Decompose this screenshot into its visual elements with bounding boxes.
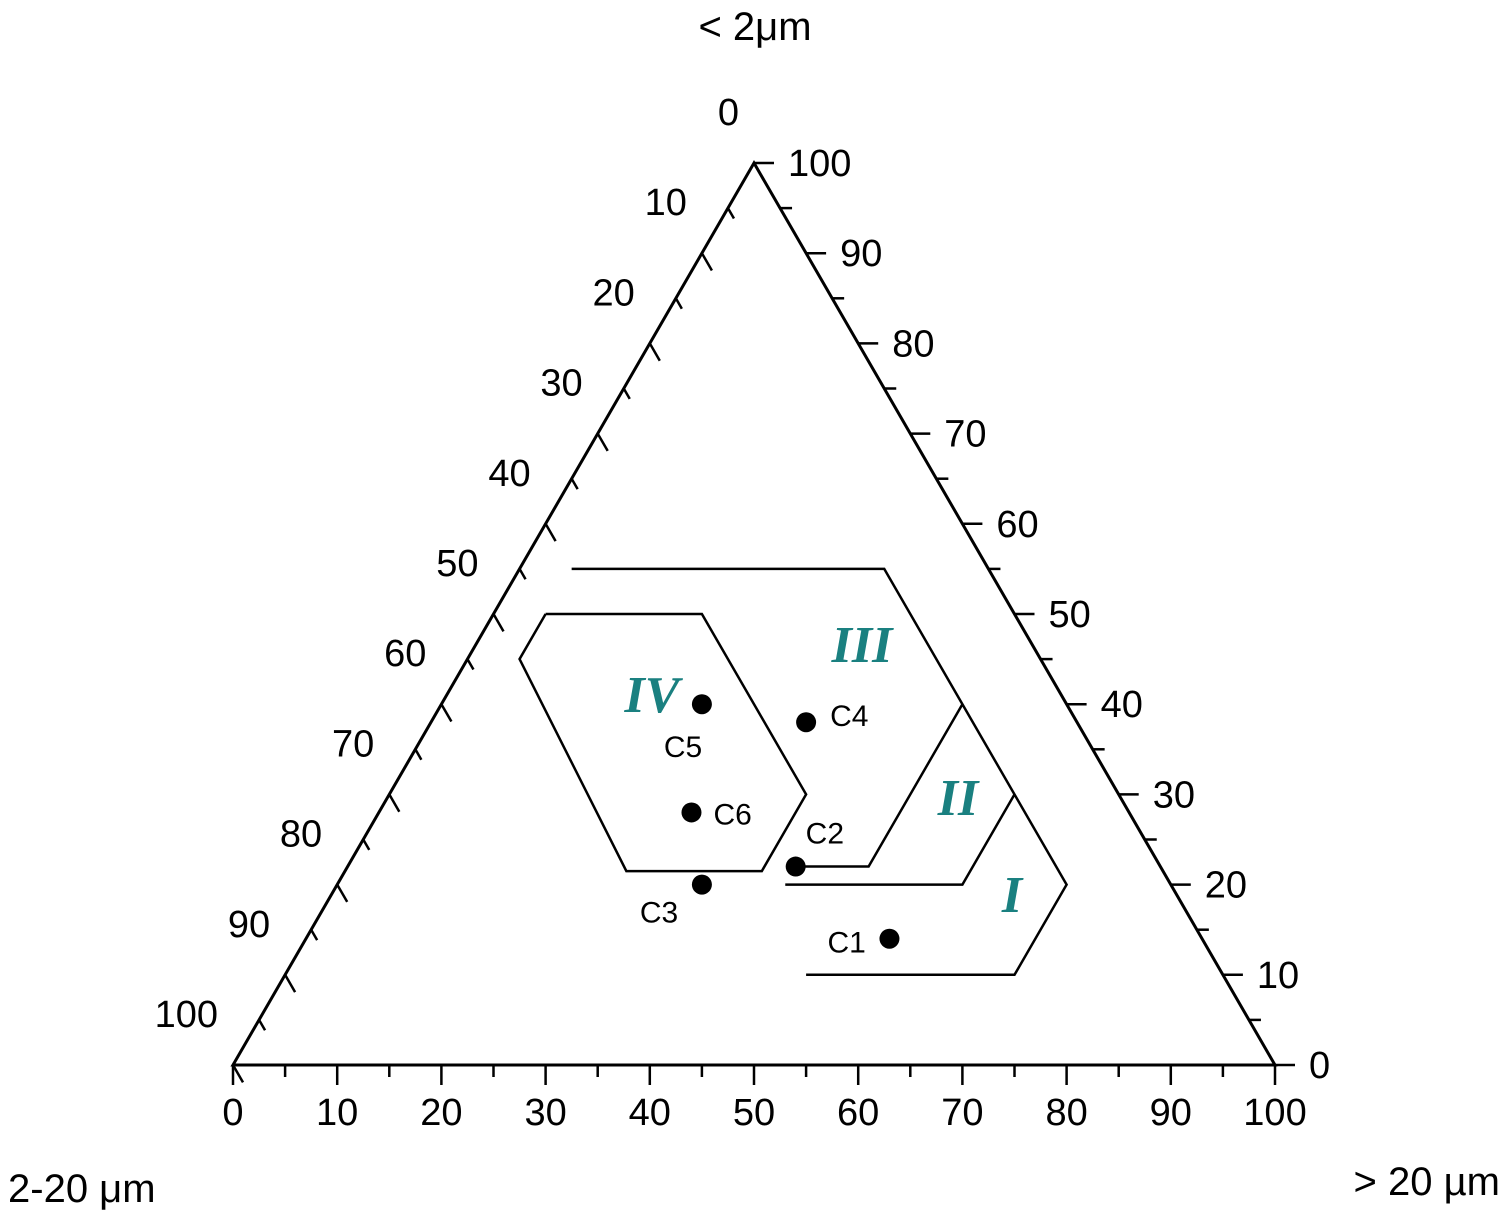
- right-tick-label: 10: [1257, 955, 1299, 997]
- left-tick: [492, 613, 505, 632]
- point-label-C1: C1: [827, 927, 865, 960]
- bottom-tick-label: 30: [524, 1092, 566, 1134]
- data-point-C6: [681, 802, 702, 823]
- region-boundary-IV: [518, 612, 808, 873]
- left-tick: [726, 207, 736, 220]
- left-tick-label: 90: [228, 904, 270, 946]
- region-label-I: I: [1001, 867, 1024, 924]
- left-tick-label: 50: [436, 543, 478, 585]
- right-tick-label: 30: [1153, 774, 1195, 816]
- right-tick-label: 100: [788, 143, 851, 185]
- left-tick-label: 70: [332, 723, 374, 765]
- region-label-II: II: [937, 770, 980, 827]
- left-tick-label: 60: [384, 633, 426, 675]
- left-tick-label: 0: [718, 92, 739, 134]
- left-tick: [362, 838, 371, 851]
- axis-title-right: > 20 µm: [1354, 1160, 1500, 1204]
- left-tick: [231, 1064, 245, 1083]
- left-tick: [257, 1019, 267, 1031]
- point-label-C6: C6: [713, 798, 751, 831]
- point-label-C2: C2: [806, 818, 844, 851]
- triangle-frame: [230, 160, 1278, 1067]
- data-point-C3: [691, 874, 712, 895]
- left-tick-label: 100: [155, 994, 218, 1036]
- left-tick: [648, 342, 661, 362]
- region-boundary-III: [571, 567, 1069, 977]
- point-label-C4: C4: [830, 700, 868, 733]
- point-label-C3: C3: [640, 897, 678, 930]
- bottom-tick-label: 60: [837, 1092, 879, 1134]
- right-tick-label: 20: [1205, 865, 1247, 907]
- bottom-tick-label: 50: [733, 1092, 775, 1134]
- axis-title-left: 2-20 μm: [8, 1167, 156, 1211]
- region-boundary-I: [785, 793, 1016, 886]
- right-tick-label: 60: [996, 504, 1038, 546]
- bottom-tick-label: 40: [629, 1092, 671, 1134]
- bottom-tick-label: 10: [316, 1092, 358, 1134]
- left-tick: [440, 703, 453, 723]
- left-tick: [752, 162, 766, 181]
- right-tick-label: 40: [1101, 684, 1143, 726]
- left-tick: [388, 793, 401, 813]
- left-tick-label: 20: [593, 272, 635, 314]
- left-tick: [570, 478, 579, 490]
- left-tick: [518, 568, 527, 580]
- region-boundary-II: [795, 703, 964, 868]
- left-tick: [466, 658, 475, 671]
- left-tick-label: 30: [540, 363, 582, 405]
- bottom-tick-label: 100: [1243, 1092, 1306, 1134]
- data-point-C1: [879, 928, 900, 949]
- left-tick: [544, 523, 557, 542]
- data-point-C4: [796, 712, 817, 733]
- left-tick: [622, 387, 631, 400]
- bottom-tick-label: 20: [420, 1092, 462, 1134]
- left-tick-label: 10: [645, 182, 687, 224]
- right-tick-label: 70: [944, 414, 986, 456]
- right-tick-label: 50: [1049, 594, 1091, 636]
- axis-title-top: < 2μm: [698, 5, 811, 49]
- left-tick: [700, 252, 713, 272]
- data-point-C5: [691, 694, 712, 715]
- bottom-tick-label: 70: [941, 1092, 983, 1134]
- point-label-C5: C5: [664, 731, 702, 764]
- left-tick: [674, 297, 683, 310]
- left-tick-label: 80: [280, 814, 322, 856]
- left-tick: [414, 748, 423, 761]
- bottom-tick-label: 90: [1150, 1092, 1192, 1134]
- left-tick: [336, 883, 349, 903]
- left-tick-label: 40: [488, 453, 530, 495]
- region-label-III: III: [831, 617, 894, 674]
- region-label-IV: IV: [624, 667, 684, 724]
- right-tick-label: 80: [892, 323, 934, 365]
- bottom-tick-label: 0: [222, 1092, 243, 1134]
- left-tick: [284, 974, 297, 993]
- right-tick-label: 90: [840, 233, 882, 275]
- right-tick-label: 0: [1309, 1045, 1330, 1087]
- bottom-tick-label: 80: [1045, 1092, 1087, 1134]
- data-point-C2: [785, 856, 806, 877]
- left-tick: [310, 929, 319, 941]
- left-tick: [596, 432, 609, 452]
